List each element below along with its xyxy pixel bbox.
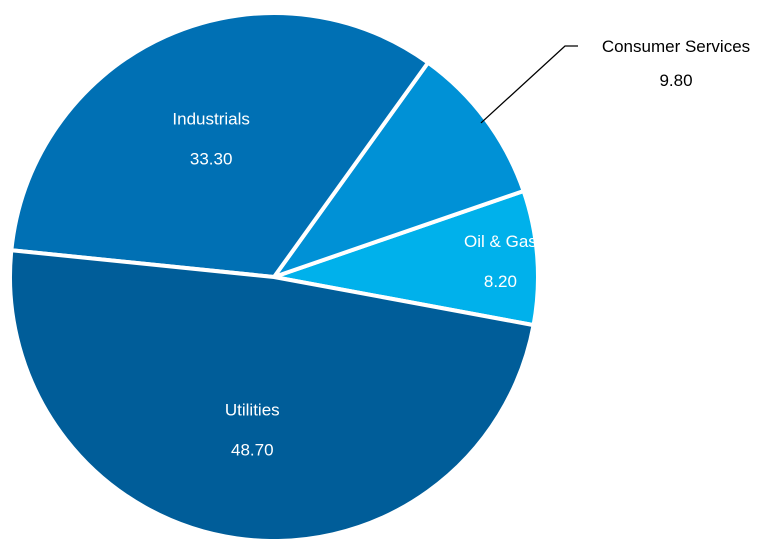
- slice-label-oil-gas: Oil & Gas: [464, 232, 537, 251]
- slice-value-oil-gas: 8.20: [484, 272, 517, 291]
- slice-label-industrials: Industrials: [172, 109, 249, 128]
- slice-value-consumer-services: 9.80: [659, 71, 692, 90]
- pie-labels: Oil & Gas 8.20 Consumer Services 9.80 Indust…: [172, 37, 750, 460]
- leader-line-consumer-services: [480, 45, 578, 124]
- slice-value-industrials: 33.30: [190, 149, 233, 168]
- pie-slices: [8, 11, 540, 539]
- pie-slice-industrials: [9, 11, 431, 279]
- slice-value-utilities: 48.70: [231, 441, 274, 460]
- slice-label-utilities: Utilities: [225, 401, 280, 420]
- pie-slice-oil-gas: [272, 188, 540, 328]
- pie-slice-utilities: [8, 248, 536, 539]
- slice-label-consumer-services: Consumer Services: [602, 37, 750, 56]
